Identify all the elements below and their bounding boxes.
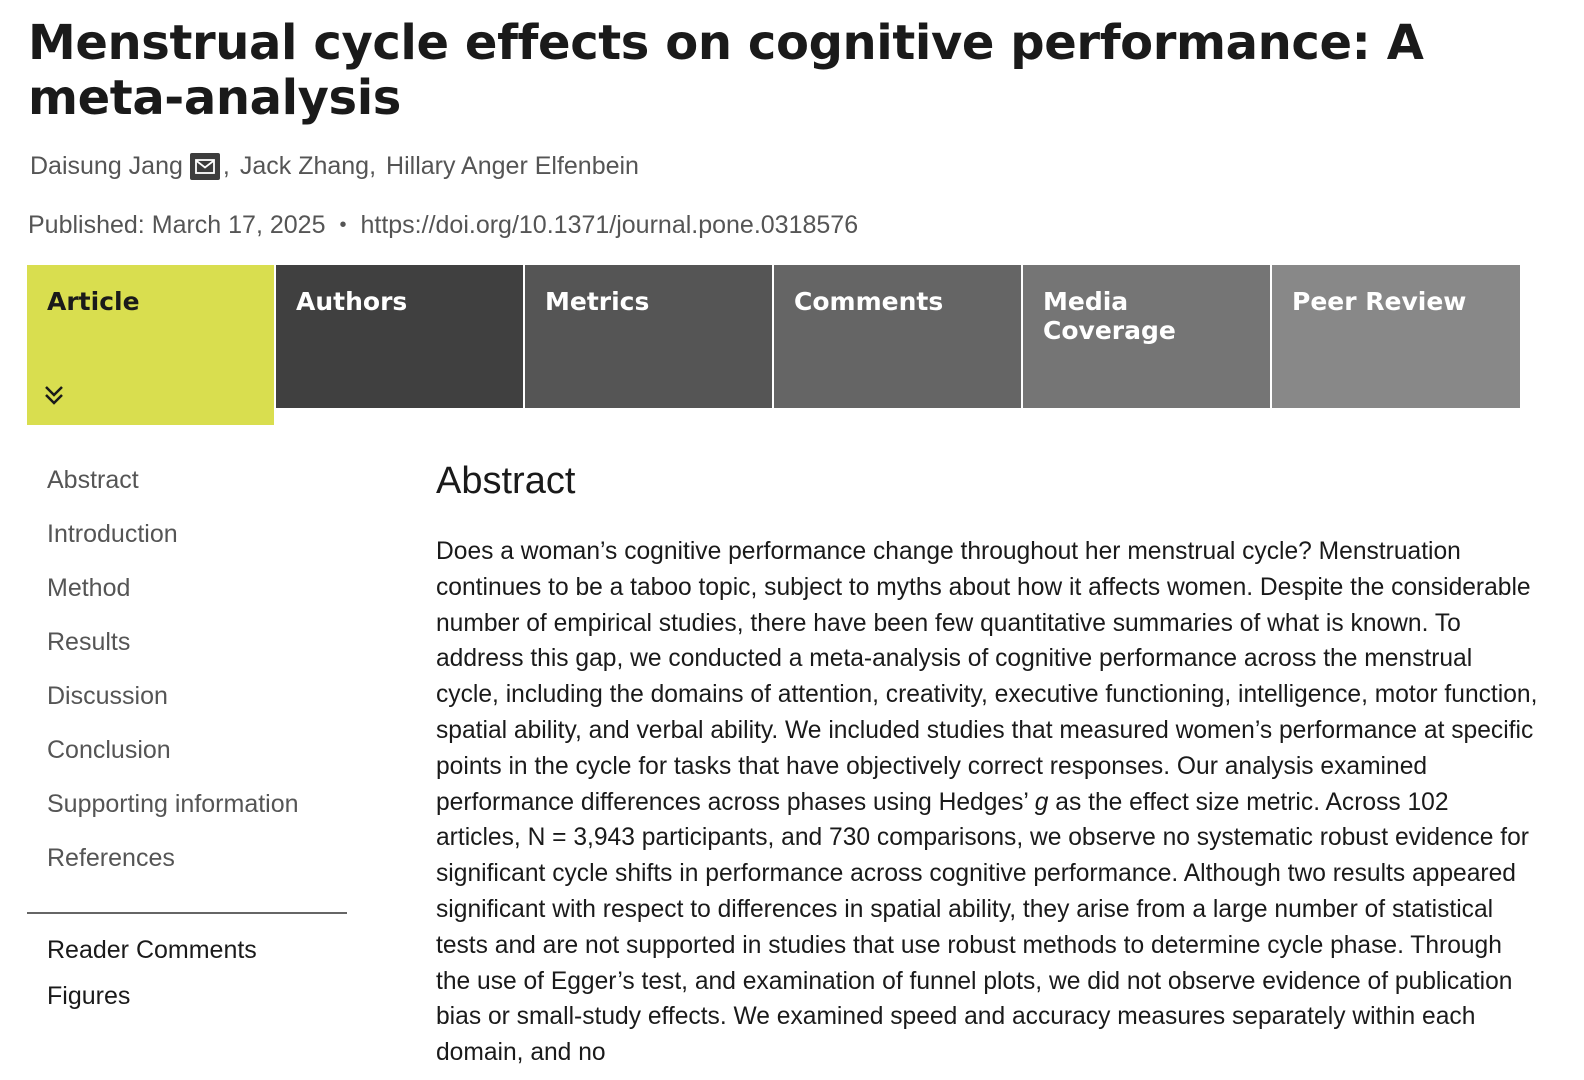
toc-link-abstract[interactable]: Abstract — [47, 466, 139, 494]
author-link[interactable]: Hillary Anger Elfenbein — [386, 151, 639, 180]
toc-link-results[interactable]: Results — [47, 628, 131, 656]
tab-article[interactable]: Article — [27, 265, 274, 425]
author-separator: , — [369, 151, 377, 180]
tab-media-coverage[interactable]: Media Coverage — [1023, 265, 1270, 408]
article-toc: Abstract Introduction Method Results Dis… — [47, 461, 299, 893]
tab-label: Metrics — [545, 287, 650, 316]
tab-authors[interactable]: Authors — [276, 265, 523, 408]
article-extras: Reader Comments Figures — [47, 930, 257, 1022]
tab-label: Authors — [296, 287, 408, 316]
tab-label: Peer Review — [1292, 287, 1467, 316]
reader-comments-link[interactable]: Reader Comments — [47, 936, 257, 964]
toc-link-introduction[interactable]: Introduction — [47, 520, 178, 548]
abstract-text-part: Does a woman’s cognitive performance cha… — [436, 538, 1538, 816]
author-link[interactable]: Daisung Jang — [30, 151, 183, 180]
tab-label: Article — [47, 287, 140, 316]
toc-link-references[interactable]: References — [47, 844, 175, 872]
tab-label: Comments — [794, 287, 944, 316]
abstract-text-part: as the effect size metric. Across 102 ar… — [436, 788, 1529, 1067]
toc-link-supporting-information[interactable]: Supporting information — [47, 790, 299, 818]
toc-link-conclusion[interactable]: Conclusion — [47, 736, 171, 764]
author-link[interactable]: Jack Zhang — [239, 151, 370, 180]
toc-link-discussion[interactable]: Discussion — [47, 682, 168, 710]
email-icon[interactable] — [189, 152, 220, 180]
publication-info: Published: March 17, 2025 • https://doi.… — [28, 209, 858, 241]
tab-label: Media Coverage — [1043, 287, 1176, 345]
abstract-text: Does a woman’s cognitive performance cha… — [436, 534, 1540, 1071]
double-chevron-down-icon — [43, 383, 65, 412]
bullet-separator: • — [339, 213, 347, 236]
tab-comments[interactable]: Comments — [774, 265, 1021, 408]
figures-link[interactable]: Figures — [47, 982, 131, 1010]
author-list: Daisung Jang , Jack Zhang , Hillary Ange… — [30, 150, 639, 182]
abstract-heading: Abstract — [436, 460, 576, 502]
doi-link[interactable]: https://doi.org/10.1371/journal.pone.031… — [360, 210, 859, 239]
hedges-g-symbol: g — [1034, 788, 1049, 816]
toc-divider — [27, 912, 347, 914]
article-title: Menstrual cycle effects on cognitive per… — [28, 15, 1424, 126]
tab-peer-review[interactable]: Peer Review — [1272, 265, 1520, 408]
published-date: March 17, 2025 — [151, 210, 326, 239]
tab-metrics[interactable]: Metrics — [525, 265, 772, 408]
author-separator: , — [222, 151, 230, 180]
toc-link-method[interactable]: Method — [47, 574, 131, 602]
published-label: Published: — [28, 210, 145, 239]
